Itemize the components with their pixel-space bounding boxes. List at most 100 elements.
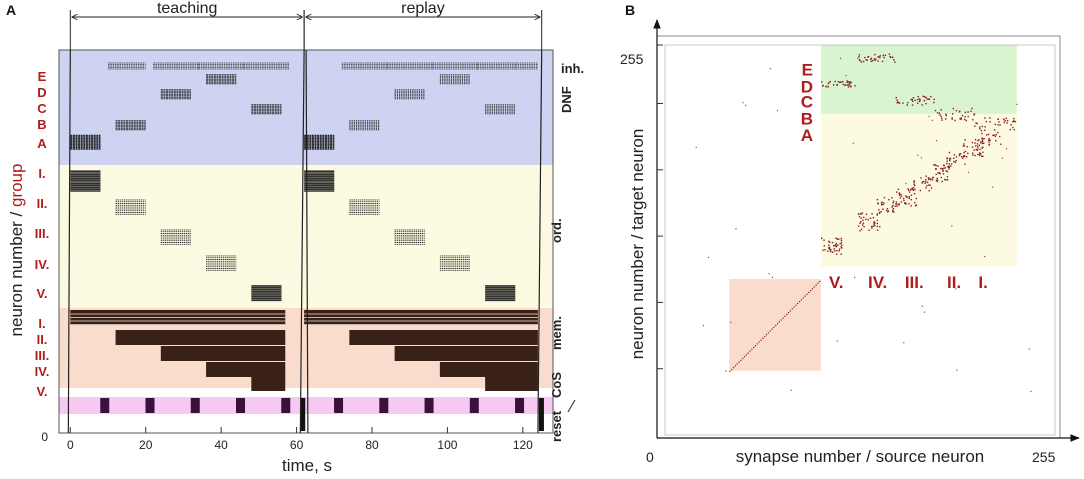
memory-weight-468	[960, 155, 963, 158]
ordinal-weight-133	[878, 211, 881, 214]
dnf-weight-337	[916, 102, 919, 105]
dnf-weight-329	[926, 98, 929, 100]
dnf-weight-396	[1009, 128, 1012, 131]
ordinal-weight-244	[964, 150, 967, 153]
dnf-weight-281	[844, 84, 847, 86]
dnf-weight-363	[945, 118, 947, 120]
memory-weight-481	[948, 165, 950, 167]
ordinal-weight-145	[900, 195, 903, 198]
ordinal-weight-123	[878, 212, 881, 214]
region-label-DNF: DNF	[559, 86, 574, 113]
ordinal-weight-155	[895, 203, 897, 205]
memory-weight-524	[885, 209, 888, 212]
ordinal-weight-176	[936, 179, 939, 181]
dnf-weight-355	[930, 95, 932, 98]
dnf-weight-398	[1012, 120, 1014, 123]
ordinal-weight-85	[831, 241, 834, 244]
dnf-weight-349	[918, 100, 921, 103]
cos-pulse-6	[379, 398, 389, 413]
dnf-weight-316	[878, 56, 881, 58]
ordinal-weight-256	[975, 148, 977, 151]
sparse-weight-544	[928, 115, 930, 117]
ordinal-weight-96	[867, 219, 869, 221]
weight-dot-20	[765, 334, 768, 336]
row-group-label-B: B	[801, 109, 813, 128]
dnf-weight-297	[866, 59, 868, 61]
dnf-weight-369	[941, 119, 943, 121]
weight-dot-32	[787, 312, 790, 314]
dnf-weight-359	[896, 102, 898, 104]
memory-weight-463	[958, 154, 961, 157]
ordinal-weight-215	[945, 170, 947, 172]
cos-pulse-4	[281, 398, 291, 413]
memory-weight-449	[980, 141, 982, 143]
dnf-weight-288	[840, 81, 842, 83]
memory-group-label-IV: IV.	[35, 364, 50, 379]
memory-bar-II-1	[349, 330, 538, 345]
ordinal-weight-183	[938, 172, 941, 174]
memory-weight-499	[924, 182, 926, 184]
dnf-weight-328	[925, 102, 927, 105]
sparse-weight-537	[742, 102, 744, 104]
column-group-label-II: II.	[947, 273, 961, 292]
memory-weight-503	[930, 187, 933, 189]
ordinal-weight-94	[879, 226, 881, 228]
ordinal-weight-104	[873, 221, 875, 223]
ordinal-weight-198	[939, 172, 941, 175]
memory-weight-466	[954, 161, 957, 164]
memory-weight-445	[983, 137, 985, 140]
ordinal-weight-105	[872, 225, 874, 228]
region-label-ord: ord.	[549, 218, 564, 243]
dnf-weight-323	[894, 61, 896, 63]
ordinal-weight-86	[841, 247, 843, 249]
dnf-weight-330	[917, 95, 919, 98]
dnf-weight-342	[924, 96, 926, 98]
ordinal-weight-150	[912, 188, 914, 191]
ordinal-weight-114	[863, 225, 865, 228]
memory-weight-486	[929, 184, 931, 186]
ordinal-weight-135	[914, 201, 916, 204]
ylabel-b: neuron number / target neuron	[628, 129, 647, 360]
ordinal-weight-214	[941, 180, 943, 183]
ordinal-weight-103	[870, 225, 873, 228]
sparse-weight-546	[955, 288, 957, 290]
memory-bar-IV-1	[439, 362, 538, 377]
weight-dot-16	[758, 341, 760, 343]
ordinal-weight-233	[980, 142, 982, 144]
weight-dot-36	[795, 304, 797, 306]
ordinal-weight-160	[898, 193, 901, 195]
ordinal-weight-178	[944, 167, 947, 169]
dnf-weight-428	[997, 118, 999, 120]
dnf-weight-390	[939, 114, 941, 116]
dnf-weight-320	[879, 55, 881, 57]
memory-weight-436	[988, 138, 990, 140]
dnf-weight-403	[976, 122, 978, 125]
ordinal-weight-149	[896, 191, 898, 193]
dnf-weight-266	[834, 80, 836, 83]
y-ticks-b	[657, 44, 663, 370]
memory-weight-458	[950, 165, 952, 167]
weight-dot-17	[760, 339, 762, 341]
memory-weight-517	[892, 202, 894, 204]
weight-dot-22	[769, 330, 771, 332]
ordinal-weight-56	[838, 250, 840, 252]
dnf-weight-371	[945, 113, 947, 115]
sparse-weight-573	[917, 154, 919, 156]
ordinal-weight-124	[874, 222, 876, 224]
ordinal-weight-138	[910, 188, 913, 190]
dnf-weight-415	[1005, 117, 1008, 120]
dnf-weight-286	[822, 84, 824, 87]
weight-dot-18	[762, 337, 764, 339]
memory-weight-484	[925, 178, 927, 181]
row-group-label-D: D	[801, 77, 813, 96]
ordinal-weight-101	[857, 225, 860, 227]
weight-dot-28	[780, 319, 782, 321]
sparse-weight-548	[951, 225, 953, 227]
weight-dot-26	[776, 323, 779, 325]
dnf-weight-263	[821, 81, 823, 83]
phase-boundary-3	[537, 49, 543, 434]
dnf-weight-319	[881, 60, 884, 63]
memory-weight-450	[993, 134, 995, 136]
weight-dot-9	[745, 354, 747, 356]
memory-weight-497	[921, 182, 923, 184]
